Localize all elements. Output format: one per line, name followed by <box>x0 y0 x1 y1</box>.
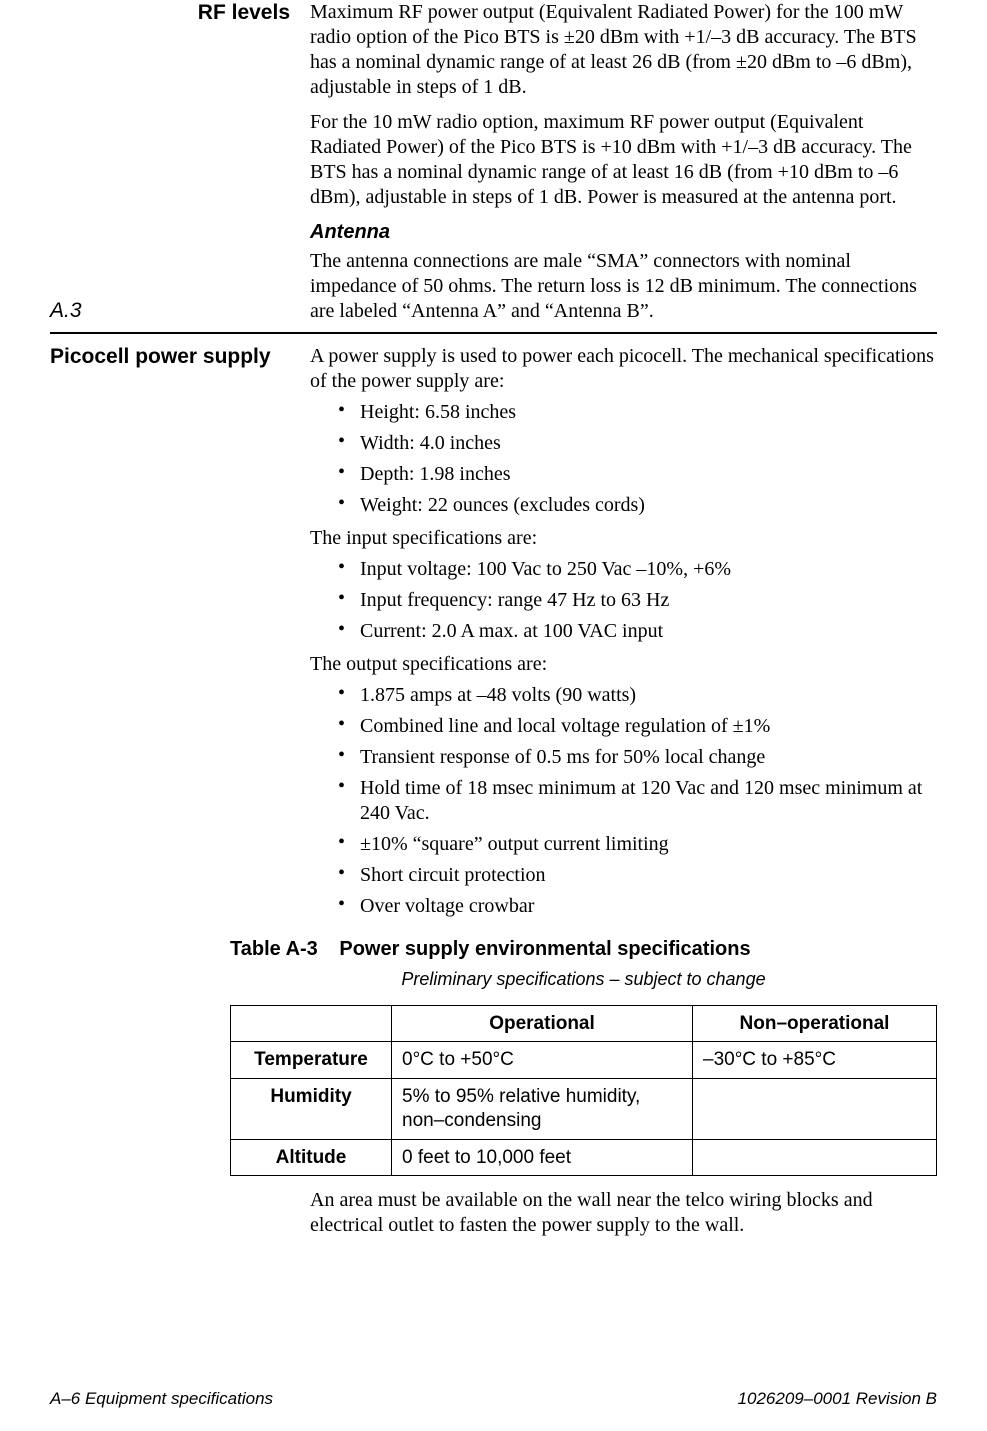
list-item: Transient response of 0.5 ms for 50% loc… <box>338 745 937 770</box>
list-item: Over voltage crowbar <box>338 894 937 919</box>
list-item: Weight: 22 ounces (excludes cords) <box>338 493 937 518</box>
list-item: Current: 2.0 A max. at 100 VAC input <box>338 619 937 644</box>
section-divider <box>50 332 937 334</box>
table-row: Temperature 0°C to +50°C –30°C to +85°C <box>231 1042 937 1079</box>
table-header-cell: Operational <box>392 1005 693 1042</box>
table-label: Table A-3 <box>230 938 318 960</box>
footer-left: A–6 Equipment specifications <box>50 1388 273 1409</box>
table-row-label: Temperature <box>231 1042 392 1079</box>
footer-right: 1026209–0001 Revision B <box>738 1388 937 1409</box>
output-intro: The output specifications are: <box>310 652 937 677</box>
power-supply-body: A power supply is used to power each pic… <box>310 344 937 927</box>
list-item: Width: 4.0 inches <box>338 431 937 456</box>
table-header-cell: Non–operational <box>693 1005 937 1042</box>
list-item: Height: 6.58 inches <box>338 400 937 425</box>
table-header-row: Operational Non–operational <box>231 1005 937 1042</box>
page-footer: A–6 Equipment specifications 1026209–000… <box>50 1388 937 1409</box>
list-item: ±10% “square” output current limiting <box>338 832 937 857</box>
table-cell: 0°C to +50°C <box>392 1042 693 1079</box>
environmental-spec-table: Operational Non–operational Temperature … <box>230 1005 937 1177</box>
table-area: Table A-3 Power supply environmental spe… <box>50 927 937 1188</box>
list-item: 1.875 amps at –48 volts (90 watts) <box>338 683 937 708</box>
output-spec-list: 1.875 amps at –48 volts (90 watts) Combi… <box>310 683 937 919</box>
rf-levels-body: Maximum RF power output (Equivalent Radi… <box>310 0 937 328</box>
table-caption: Table A-3 Power supply environmental spe… <box>230 937 937 962</box>
table-row-label: Altitude <box>231 1139 392 1176</box>
section-number: A.3 <box>50 298 82 324</box>
power-supply-label: Picocell power supply <box>50 344 290 369</box>
table-cell: 0 feet to 10,000 feet <box>392 1139 693 1176</box>
antenna-heading: Antenna <box>310 220 937 245</box>
table-cell: –30°C to +85°C <box>693 1042 937 1079</box>
table-title: Power supply environmental specification… <box>339 938 750 960</box>
input-intro: The input specifications are: <box>310 526 937 551</box>
rf-para-2: For the 10 mW radio option, maximum RF p… <box>310 110 937 210</box>
table-header-cell <box>231 1005 392 1042</box>
mechanical-spec-list: Height: 6.58 inches Width: 4.0 inches De… <box>310 400 937 518</box>
left-column-closing <box>50 1188 290 1248</box>
closing-body: An area must be available on the wall ne… <box>310 1188 937 1248</box>
power-intro: A power supply is used to power each pic… <box>310 344 937 394</box>
table-cell <box>693 1079 937 1140</box>
table-cell: 5% to 95% relative humidity, non–condens… <box>392 1079 693 1140</box>
left-column-rf: RF levels A.3 <box>50 0 290 328</box>
list-item: Hold time of 18 msec minimum at 120 Vac … <box>338 776 937 826</box>
rf-levels-label: RF levels <box>50 0 290 25</box>
table-note: Preliminary specifications – subject to … <box>230 968 937 991</box>
input-spec-list: Input voltage: 100 Vac to 250 Vac –10%, … <box>310 557 937 644</box>
list-item: Short circuit protection <box>338 863 937 888</box>
antenna-para: The antenna connections are male “SMA” c… <box>310 249 937 324</box>
list-item: Combined line and local voltage regulati… <box>338 714 937 739</box>
closing-para: An area must be available on the wall ne… <box>310 1188 937 1238</box>
left-column-power: Picocell power supply <box>50 344 290 927</box>
rf-para-1: Maximum RF power output (Equivalent Radi… <box>310 0 937 100</box>
list-item: Input voltage: 100 Vac to 250 Vac –10%, … <box>338 557 937 582</box>
table-cell <box>693 1139 937 1176</box>
list-item: Depth: 1.98 inches <box>338 462 937 487</box>
table-row: Humidity 5% to 95% relative humidity, no… <box>231 1079 937 1140</box>
table-row: Altitude 0 feet to 10,000 feet <box>231 1139 937 1176</box>
document-page: RF levels A.3 Maximum RF power output (E… <box>0 0 987 1431</box>
list-item: Input frequency: range 47 Hz to 63 Hz <box>338 588 937 613</box>
table-row-label: Humidity <box>231 1079 392 1140</box>
